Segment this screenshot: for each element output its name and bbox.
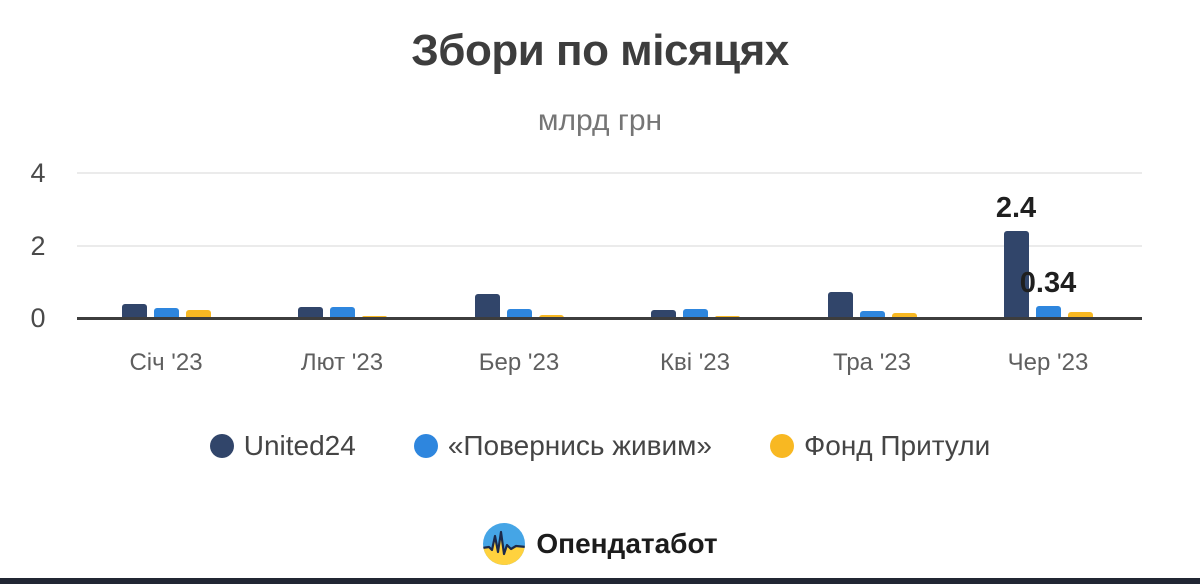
bar-fond-prytuly-4 [891, 313, 917, 318]
brand-footer: Опендатабот [0, 522, 1200, 566]
bar-povernys-zhyvym-3 [682, 309, 708, 318]
x-axis-line [77, 317, 1142, 320]
bar-povernys-zhyvym-0 [153, 308, 179, 318]
legend-item-1: «Повернись живим» [413, 430, 712, 462]
bar-fond-prytuly-5 [1067, 312, 1093, 318]
bar-povernys-zhyvym-1 [329, 307, 355, 318]
legend-marker-icon [769, 434, 794, 458]
bar-united24-5 [1003, 231, 1029, 318]
chart-subtitle: млрд грн [537, 104, 663, 137]
bar-united24-2 [474, 294, 500, 318]
legend-item-0: United24 [209, 430, 356, 462]
bar-fond-prytuly-2 [538, 315, 564, 318]
legend-marker-icon [209, 434, 234, 458]
bar-united24-0 [121, 304, 147, 318]
brand-name: Опендатабот [536, 528, 718, 559]
legend-label: «Повернись живим» [447, 430, 712, 461]
x-tick-label-4: Тра '23 [833, 349, 911, 376]
x-tick-label-2: Бер '23 [478, 349, 560, 376]
bar-united24-4 [827, 292, 853, 318]
bar-povernys-zhyvym-5 [1035, 306, 1061, 318]
bar-value-label: 2.4 [995, 192, 1037, 224]
bar-value-label: 0.34 [1019, 267, 1077, 299]
bottom-accent-bar [0, 578, 1200, 584]
legend-label: Фонд Притули [803, 430, 991, 461]
legend-label: United24 [243, 430, 356, 461]
gridline-y-2 [77, 244, 1142, 247]
gridline-y-4 [77, 172, 1142, 174]
bar-povernys-zhyvym-2 [506, 309, 532, 318]
x-tick-label-3: Кві '23 [659, 349, 730, 376]
brand-logo-icon [482, 522, 526, 566]
y-tick-label-2: 2 [30, 230, 46, 261]
x-tick-label-0: Січ '23 [129, 349, 203, 376]
bar-povernys-zhyvym-4 [859, 311, 885, 318]
legend-item-2: Фонд Притули [769, 430, 991, 462]
x-tick-label-1: Лют '23 [300, 349, 384, 376]
bar-united24-1 [297, 307, 323, 318]
bar-fond-prytuly-0 [185, 310, 211, 318]
y-tick-label-4: 4 [30, 158, 46, 188]
y-tick-label-0: 0 [30, 303, 46, 333]
chart-legend: United24 «Повернись живим» Фонд Притули [0, 430, 1200, 462]
chart-title: Збори по місяцях [411, 26, 789, 75]
x-tick-label-5: Чер '23 [1007, 349, 1089, 376]
bar-united24-3 [650, 310, 676, 318]
legend-marker-icon [413, 434, 438, 458]
